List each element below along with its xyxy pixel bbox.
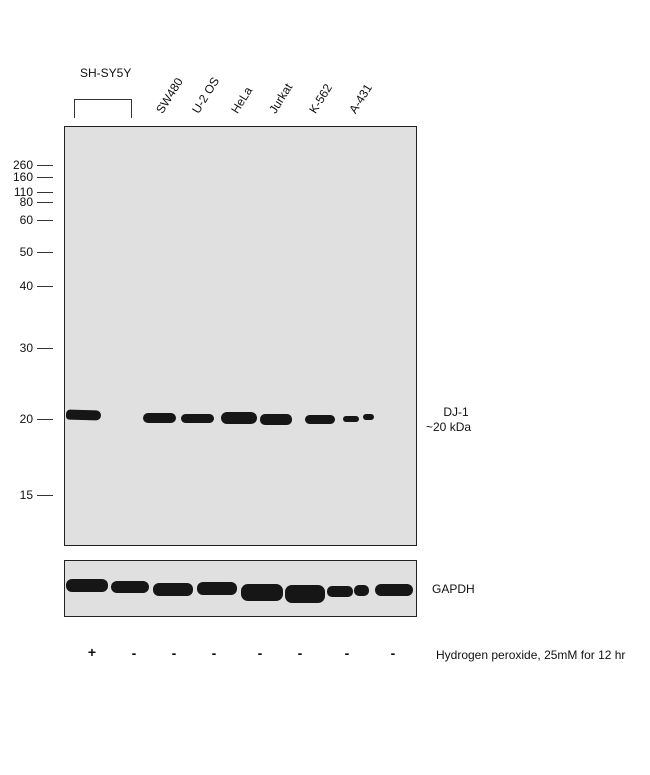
lane-label-sw480: SW480 [153, 75, 186, 116]
lane-label-hela: HeLa [228, 84, 256, 116]
gapdh-band [111, 581, 149, 593]
marker-tick [37, 177, 53, 178]
marker-tick [37, 286, 53, 287]
blot-band [65, 409, 102, 421]
treatment-sign: - [297, 645, 303, 661]
gapdh-band [197, 582, 237, 595]
marker-label: 15 [19, 488, 33, 502]
marker-label: 60 [19, 213, 33, 227]
blot-band [260, 414, 292, 425]
gapdh-band [375, 584, 413, 596]
blot-band [363, 414, 374, 420]
treatment-sign: - [131, 645, 137, 661]
blot-band [305, 415, 335, 424]
cell-group-bracket [74, 99, 132, 118]
lane-label-jurkat: Jurkat [266, 80, 296, 116]
lane-label-u2os: U-2 OS [189, 74, 223, 116]
gapdh-band [241, 584, 283, 601]
treatment-sign: - [211, 645, 217, 661]
marker-label: 50 [19, 245, 33, 259]
marker-label: 110 [13, 185, 33, 199]
treatment-sign: - [171, 645, 177, 661]
gapdh-band [66, 579, 108, 592]
loading-control-panel [64, 560, 417, 617]
gapdh-band [354, 585, 369, 596]
treatment-sign: - [257, 645, 263, 661]
cell-group-label: SH-SY5Y [80, 66, 132, 80]
treatment-sign: + [87, 644, 97, 660]
marker-tick [37, 202, 53, 203]
marker-label: 20 [19, 412, 33, 426]
blot-band [221, 412, 257, 424]
marker-tick [37, 252, 53, 253]
marker-tick [37, 419, 53, 420]
marker-tick [37, 192, 53, 193]
target-label-line1: DJ-1 [443, 405, 469, 419]
treatment-label: Hydrogen peroxide, 25mM for 12 hr [436, 648, 626, 662]
target-label-line2: ~20 kDa [426, 420, 472, 434]
blot-band [143, 413, 176, 423]
treatment-sign: - [344, 645, 350, 661]
marker-label: 30 [19, 341, 33, 355]
marker-tick [37, 495, 53, 496]
marker-label: 260 [12, 158, 33, 172]
main-blot-panel [64, 126, 417, 546]
gapdh-band [153, 583, 193, 596]
marker-tick [37, 220, 53, 221]
lane-label-a431: A-431 [346, 81, 375, 116]
blot-band [181, 414, 214, 423]
marker-label: 40 [19, 279, 33, 293]
gapdh-band [327, 586, 353, 597]
marker-tick [37, 348, 53, 349]
loading-control-label: GAPDH [432, 582, 475, 596]
lane-label-k562: K-562 [306, 81, 335, 116]
marker-label: 80 [19, 195, 33, 209]
gapdh-band [285, 585, 325, 603]
treatment-sign: - [390, 645, 396, 661]
marker-label: 160 [12, 170, 33, 184]
marker-tick [37, 165, 53, 166]
blot-band [343, 416, 359, 422]
